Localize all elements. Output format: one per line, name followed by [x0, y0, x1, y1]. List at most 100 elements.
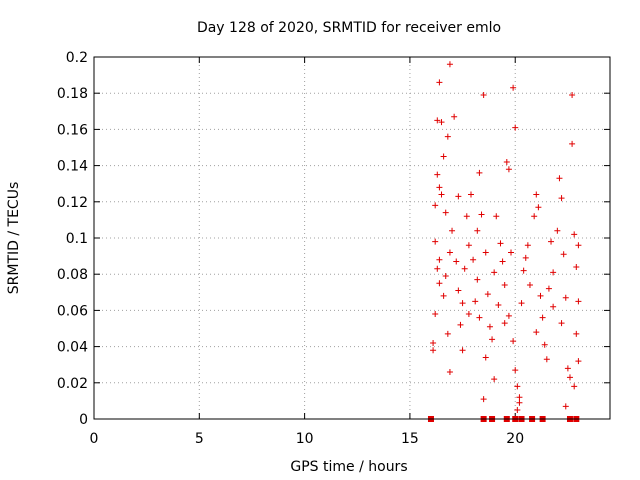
data-point [501, 320, 508, 327]
y-tick-label: 0.12 [57, 195, 88, 211]
data-point [558, 195, 565, 202]
x-axis-label: GPS time / hours [290, 459, 407, 475]
data-point [575, 242, 582, 249]
y-tick-label: 0.16 [57, 122, 88, 138]
data-point [501, 282, 508, 289]
data-point [438, 119, 445, 126]
data-point [514, 406, 521, 413]
data-point [512, 367, 519, 374]
data-point [505, 166, 512, 173]
data-point [543, 356, 550, 363]
data-point [484, 291, 491, 298]
data-point [474, 227, 481, 234]
data-point [575, 298, 582, 305]
data-point [434, 117, 441, 124]
data-point [493, 213, 500, 220]
chart-title: Day 128 of 2020, SRMTID for receiver eml… [197, 20, 501, 36]
data-point [476, 314, 483, 321]
data-point [560, 251, 567, 258]
data-point [508, 249, 515, 256]
data-point [476, 169, 483, 176]
data-point [516, 394, 523, 401]
data-point [556, 175, 563, 182]
data-point [480, 396, 487, 403]
data-point [575, 358, 582, 365]
data-point [482, 354, 489, 361]
data-point [573, 330, 580, 337]
data-point [455, 193, 462, 200]
data-point [522, 254, 529, 261]
data-point [531, 213, 538, 220]
data-point [554, 227, 561, 234]
y-tick-label: 0.02 [57, 376, 88, 392]
y-axis-label: SRMTID / TECUs [6, 182, 22, 295]
data-point [569, 92, 576, 99]
data-point [465, 311, 472, 318]
y-tick-label: 0 [79, 412, 88, 428]
data-point [438, 191, 445, 198]
data-point [442, 209, 449, 216]
data-point [482, 249, 489, 256]
data-point [457, 321, 464, 328]
data-point [539, 314, 546, 321]
data-point [495, 301, 502, 308]
data-point [558, 320, 565, 327]
data-points [427, 61, 582, 422]
data-point [442, 273, 449, 280]
data-point [516, 399, 523, 406]
data-point [432, 202, 439, 209]
data-point [446, 249, 453, 256]
data-point [512, 124, 519, 131]
data-point [459, 347, 466, 354]
data-point [474, 276, 481, 283]
data-point [564, 365, 571, 372]
data-point [432, 238, 439, 245]
data-point [436, 79, 443, 86]
y-tick-label: 0.04 [57, 340, 88, 356]
data-point [566, 374, 573, 381]
data-point [434, 171, 441, 178]
data-point [436, 256, 443, 263]
data-point [533, 329, 540, 336]
data-point [459, 300, 466, 307]
data-point [486, 323, 493, 330]
data-point [505, 312, 512, 319]
data-point [571, 383, 578, 390]
data-point [535, 204, 542, 211]
plot-frame [93, 56, 611, 420]
data-point [571, 231, 578, 238]
data-point [461, 265, 468, 272]
data-point [550, 269, 557, 276]
data-point [449, 227, 456, 234]
y-tick-label: 0.08 [57, 267, 88, 283]
data-point [444, 133, 451, 140]
data-point [451, 113, 458, 120]
data-point [518, 300, 525, 307]
data-point [472, 298, 479, 305]
data-point [497, 240, 504, 247]
data-point [514, 383, 521, 390]
data-point [562, 294, 569, 301]
data-point [465, 242, 472, 249]
data-point [467, 191, 474, 198]
data-point [440, 292, 447, 299]
y-tick-label: 0.14 [57, 159, 88, 175]
y-tick-label: 0.18 [57, 86, 88, 102]
x-tick-label: 15 [401, 431, 419, 447]
grid-lines [94, 57, 610, 419]
data-point [444, 330, 451, 337]
data-point [478, 211, 485, 218]
data-point [432, 311, 439, 318]
y-tick-label: 0.06 [57, 303, 88, 319]
data-point [491, 376, 498, 383]
x-tick-label: 0 [90, 431, 99, 447]
x-tick-label: 5 [195, 431, 204, 447]
data-point [503, 158, 510, 165]
data-point [430, 339, 437, 346]
data-point [440, 153, 447, 160]
x-tick-label: 20 [506, 431, 524, 447]
data-point [550, 303, 557, 310]
data-point [436, 280, 443, 287]
data-point [489, 336, 496, 343]
data-point [453, 258, 460, 265]
